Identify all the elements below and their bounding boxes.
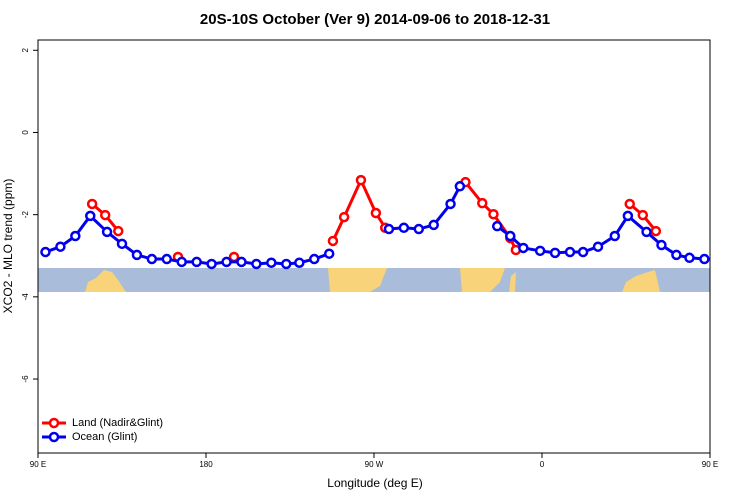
data-point bbox=[294, 257, 305, 268]
data-point bbox=[505, 230, 516, 242]
data-point bbox=[55, 241, 66, 252]
legend-label: Land (Nadir&Glint) bbox=[72, 417, 163, 429]
land-shape bbox=[460, 268, 505, 292]
y-tick-label: -2 bbox=[21, 211, 30, 219]
x-tick-label: 0 bbox=[540, 460, 545, 469]
land-shape bbox=[622, 270, 660, 292]
data-point bbox=[86, 198, 98, 210]
data-point bbox=[370, 207, 382, 219]
chart-title: 20S-10S October (Ver 9) 2014-09-06 to 20… bbox=[200, 11, 550, 28]
data-point bbox=[355, 174, 367, 186]
data-point bbox=[534, 245, 546, 257]
y-tick-label: -4 bbox=[21, 293, 30, 301]
data-point bbox=[656, 239, 667, 251]
land-shape bbox=[328, 268, 387, 292]
data-point bbox=[637, 209, 649, 221]
legend-label: Ocean (Glint) bbox=[72, 431, 137, 443]
data-point bbox=[383, 223, 395, 235]
data-point bbox=[327, 235, 339, 247]
data-point bbox=[477, 197, 488, 209]
data-point bbox=[85, 210, 96, 222]
data-point bbox=[113, 225, 124, 237]
x-axis-label: Longitude (deg E) bbox=[327, 476, 422, 490]
data-point bbox=[266, 257, 277, 268]
land-shape bbox=[509, 272, 516, 292]
x-tick-label: 90 W bbox=[365, 460, 384, 469]
data-point bbox=[488, 208, 499, 220]
x-tick-label: 90 E bbox=[30, 460, 46, 469]
data-point bbox=[338, 211, 350, 223]
y-axis-label: XCO2 - MLO trend (ppm) bbox=[1, 179, 15, 314]
data-point bbox=[101, 226, 113, 238]
data-point bbox=[454, 181, 466, 192]
y-tick-label: 0 bbox=[21, 130, 30, 135]
data-point bbox=[428, 219, 439, 231]
data-point bbox=[641, 226, 652, 238]
data-point bbox=[413, 223, 425, 235]
y-tick-label: -6 bbox=[21, 375, 30, 383]
data-point bbox=[251, 258, 262, 270]
data-point bbox=[592, 241, 604, 252]
legend-marker bbox=[48, 417, 60, 429]
data-point bbox=[161, 253, 173, 265]
data-point bbox=[116, 238, 128, 250]
land-shape bbox=[85, 270, 126, 292]
data-point bbox=[70, 230, 81, 242]
data-point bbox=[491, 220, 503, 232]
data-point bbox=[176, 256, 187, 268]
x-tick-label: 180 bbox=[199, 460, 213, 469]
data-point bbox=[564, 246, 576, 258]
data-point bbox=[622, 210, 634, 222]
data-point bbox=[191, 256, 202, 268]
data-point bbox=[40, 246, 51, 258]
data-point bbox=[671, 249, 682, 261]
data-point bbox=[699, 253, 710, 265]
legend-marker bbox=[48, 431, 60, 443]
data-point bbox=[609, 230, 621, 242]
data-point bbox=[518, 242, 529, 254]
data-point bbox=[445, 198, 456, 210]
plot-frame bbox=[37, 39, 711, 454]
data-point bbox=[131, 249, 143, 261]
y-tick-label: 2 bbox=[21, 48, 30, 53]
data-point bbox=[309, 253, 320, 265]
data-point bbox=[323, 248, 335, 259]
data-point bbox=[221, 256, 232, 268]
land-mask-strip bbox=[38, 268, 710, 292]
data-point bbox=[549, 247, 561, 259]
data-point bbox=[398, 222, 410, 234]
series-line bbox=[44, 185, 705, 266]
data-point bbox=[146, 253, 158, 265]
data-point bbox=[99, 209, 111, 221]
x-tick-label: 90 E bbox=[702, 460, 718, 469]
data-point bbox=[650, 225, 662, 237]
data-point bbox=[206, 258, 217, 270]
data-point bbox=[281, 258, 292, 270]
data-point bbox=[236, 256, 247, 268]
data-point bbox=[684, 252, 695, 264]
data-point bbox=[624, 198, 635, 210]
data-point bbox=[577, 246, 589, 258]
